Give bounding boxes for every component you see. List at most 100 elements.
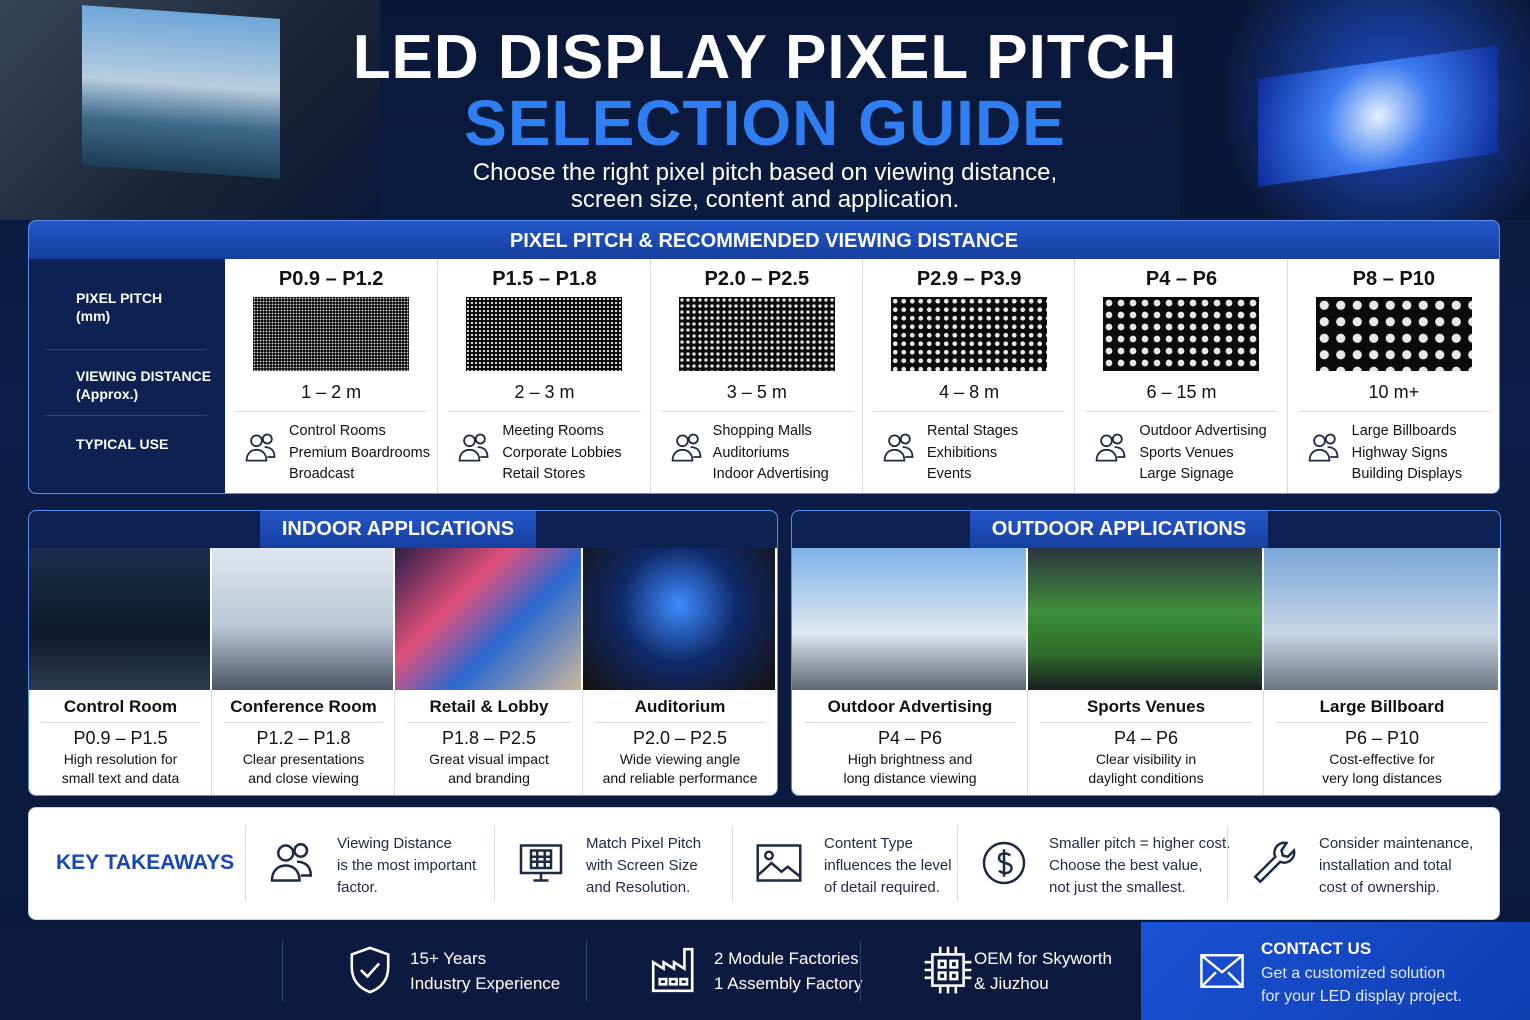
people-icon [1308,433,1339,462]
led-module [678,297,835,371]
takeaway-divider [1227,826,1228,901]
viewing-distance: 6 – 15 m [1146,382,1217,402]
application-name: Retail & Lobby [429,697,549,716]
application-desc: Cost-effective for [1329,751,1435,767]
title-line-1: LED DISPLAY PIXEL PITCH [352,23,1178,92]
divider [41,722,200,723]
application-pitch: P6 – P10 [1344,728,1420,748]
pitch-column: P2.9 – P3.9 4 – 8 m Rental Stages Exhibitio… [862,259,1075,493]
contact-text: Get a customized solution [1261,965,1446,982]
column-divider [1027,690,1028,795]
divider [804,722,1016,723]
typical-use: Auditoriums [712,444,790,461]
application-photo [583,548,775,690]
indoor-panel: INDOOR APPLICATIONS Control Room P0.9 – P1… [28,510,778,796]
application-pitch: P4 – P6 [1113,728,1179,748]
footer-text: OEM for Skyworth [974,949,1112,968]
pitch-table-title: PIXEL PITCH & RECOMMENDED VIEWING DISTAN… [29,221,1499,259]
footer-divider [282,940,283,1002]
takeaways-title: KEY TAKEAWAYS [56,851,235,874]
application-desc: daylight conditions [1088,770,1204,786]
subtitle: screen size, content and application. [570,186,960,213]
typical-use: Retail Stores [502,466,586,482]
led-module [1315,297,1472,371]
mail-icon [1200,954,1244,988]
application-photo [792,548,1026,690]
typical-use: Building Displays [1351,466,1463,482]
application-desc: Clear visibility in [1095,751,1197,767]
typical-use: Highway Signs [1351,444,1448,461]
takeaway-text: not just the smallest. [1049,879,1186,896]
application-name: Conference Room [230,697,377,716]
people-icon [245,433,276,462]
application-desc: and branding [448,770,530,786]
people-icon [883,433,914,462]
application-desc: High brightness and [847,751,973,767]
application-photo [29,548,210,690]
divider [224,722,383,723]
column-divider [211,690,212,795]
subtitle: Choose the right pixel pitch based on vi… [472,159,1058,186]
takeaway-text: Match Pixel Pitch [586,835,702,852]
application-desc: and reliable performance [602,770,758,786]
viewing-distance: 3 – 5 m [726,382,787,402]
application-name: Large Billboard [1319,697,1445,716]
typical-use: Premium Boardrooms [289,444,431,461]
divider [448,411,641,412]
typical-use: Indoor Advertising [712,466,829,482]
led-module [253,297,410,371]
divider [1297,411,1490,412]
application-name: Control Room [63,697,178,716]
takeaway-icon [756,844,802,882]
footer-text: & Jiuzhou [974,974,1049,993]
typical-use: Events [927,466,972,482]
application-desc: Wide viewing angle [619,751,741,767]
pitch-column: P4 – P6 6 – 15 m Outdoor Advertising Sports… [1074,259,1287,493]
application-desc: Great visual impact [429,751,549,767]
takeaway-text: Choose the best value, [1049,857,1203,874]
viewing-distance: 1 – 2 m [301,382,362,402]
application-name: Auditorium [634,697,726,716]
people-icon [459,433,489,462]
takeaway-text: is the most important [337,857,477,874]
people-icon [671,433,702,462]
divider [1040,722,1252,723]
takeaway-icon [270,843,313,882]
panel-title: INDOOR APPLICATIONS [260,511,536,548]
row-label: (Approx.) [76,386,139,402]
application-name: Outdoor Advertising [827,697,993,716]
application-photo [1264,548,1498,690]
viewing-distance: 2 – 3 m [514,382,575,402]
typical-use: Control Rooms [289,423,386,439]
row-label: TYPICAL USE [76,436,169,452]
column-divider [1263,690,1264,795]
divider [660,411,853,412]
typical-use: Corporate Lobbies [502,444,622,461]
contact-text: for your LED display project. [1261,988,1462,1005]
takeaway-icon [1253,841,1296,884]
typical-use: Rental Stages [927,423,1019,439]
application-name: Sports Venues [1086,697,1206,716]
application-desc: Clear presentations [242,751,365,767]
application-pitch: P4 – P6 [877,728,943,748]
footer-icon [350,946,390,994]
pitch-column: P0.9 – P1.2 1 – 2 m Control Rooms Premium B… [225,259,437,493]
pitch-label: P2.9 – P3.9 [916,268,1022,290]
pitch-label: P8 – P10 [1352,268,1435,290]
application-pitch: P2.0 – P2.5 [632,728,728,748]
typical-use: Broadcast [289,466,355,482]
typical-use: Shopping Malls [712,423,812,439]
application-desc: long distance viewing [843,770,977,786]
pitch-label: P4 – P6 [1145,268,1218,290]
footer: 15+ Years Industry Experience 2 Module Fac… [0,922,1530,1020]
column-divider [582,690,583,795]
application-desc: and close viewing [248,770,359,786]
row-label: PIXEL PITCH [76,290,163,306]
divider [407,722,571,723]
takeaway-text: factor. [337,879,378,896]
pitch-label: P2.0 – P2.5 [704,268,810,290]
led-module [891,297,1048,371]
